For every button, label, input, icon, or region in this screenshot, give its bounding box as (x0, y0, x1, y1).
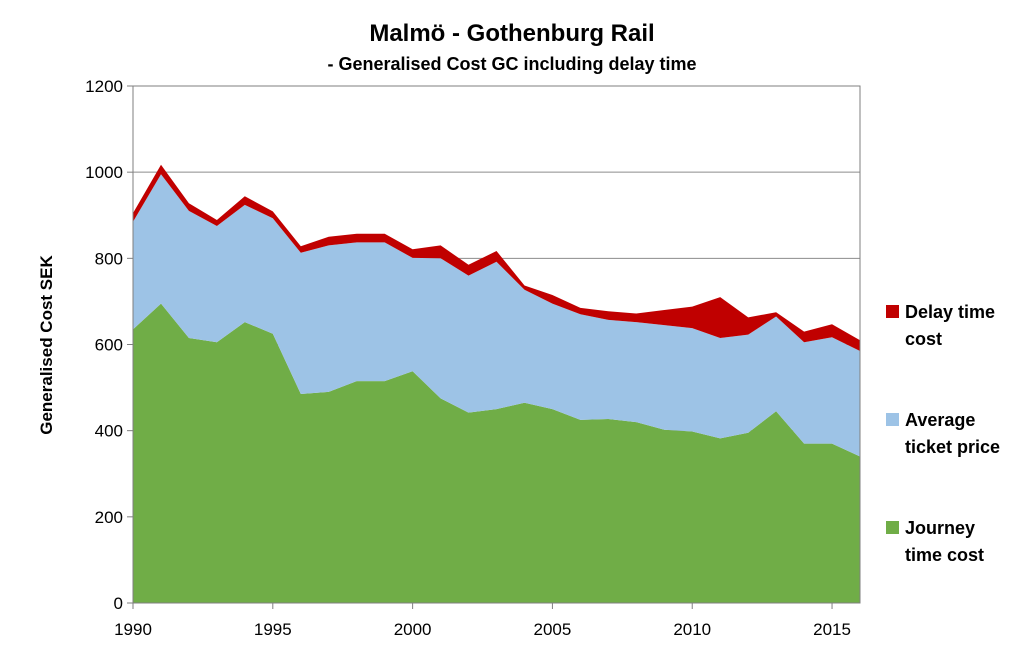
axes: 0 200 400 600 800 1000 1200 1990 1995 2000 2005 201… (85, 77, 851, 639)
legend-label-journey-time-cost: Journey (905, 518, 975, 538)
journey-time-cost-area (133, 303, 860, 603)
delay-time-cost-area (133, 164, 860, 351)
y-axis-label: Generalised Cost SEK (37, 255, 56, 435)
x-tick-label: 2000 (394, 620, 432, 639)
average-ticket-price-area (133, 174, 860, 457)
y-tick-label: 0 (114, 594, 123, 613)
legend-label-delay-time-cost: cost (905, 329, 942, 349)
legend-label-delay-time-cost: Delay time (905, 302, 995, 322)
legend: Delay time cost Average ticket price Journey… (886, 302, 1000, 565)
x-tick-label: 2015 (813, 620, 851, 639)
chart-subtitle: - Generalised Cost GC including delay ti… (327, 54, 696, 74)
y-tick-label: 400 (95, 422, 123, 441)
legend-label-average-ticket-price: Average (905, 410, 975, 430)
y-tick-label: 600 (95, 336, 123, 355)
x-tick-label: 2005 (534, 620, 572, 639)
y-tick-label: 800 (95, 249, 123, 268)
legend-label-average-ticket-price: ticket price (905, 437, 1000, 457)
y-tick-label: 1000 (85, 163, 123, 182)
legend-swatch-journey-time-cost (886, 521, 899, 534)
x-tick-label: 2010 (673, 620, 711, 639)
area-series (133, 164, 860, 603)
x-tick-label: 1990 (114, 620, 152, 639)
chart-title: Malmö - Gothenburg Rail (369, 20, 654, 47)
legend-swatch-average-ticket-price (886, 413, 899, 426)
x-tick-label: 1995 (254, 620, 292, 639)
y-tick-label: 1200 (85, 77, 123, 96)
legend-label-journey-time-cost: time cost (905, 545, 984, 565)
legend-swatch-delay-time-cost (886, 305, 899, 318)
y-tick-label: 200 (95, 508, 123, 527)
